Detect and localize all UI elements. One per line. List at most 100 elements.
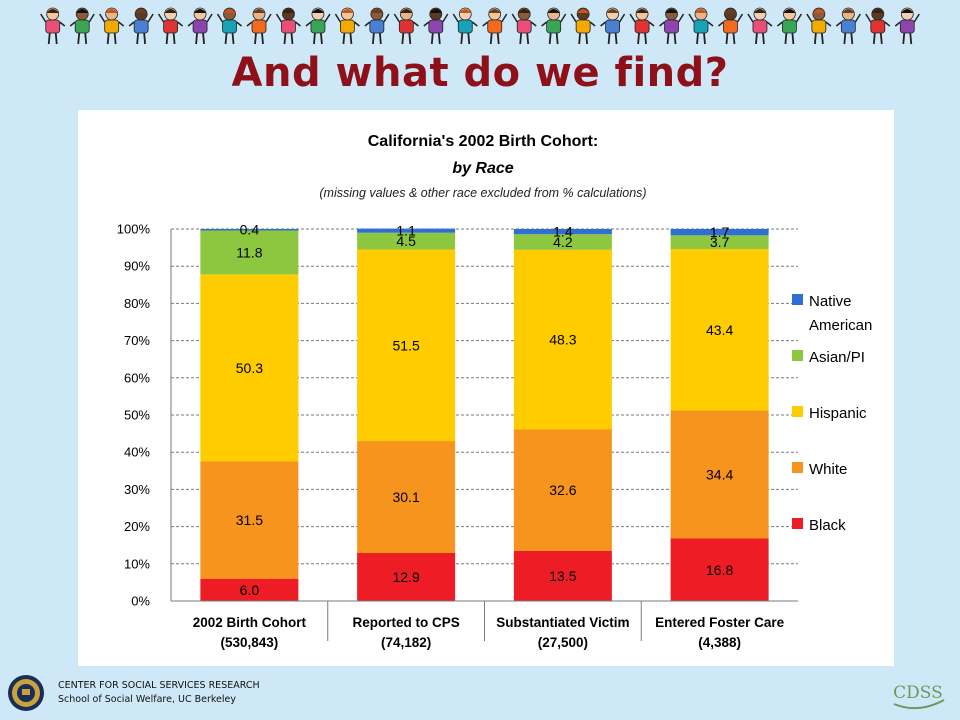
child-figure-icon xyxy=(894,7,920,45)
legend-label: Native xyxy=(809,293,852,310)
child-figure-icon xyxy=(482,7,508,45)
x-category-count: (74,182) xyxy=(381,635,431,650)
child-figure-icon xyxy=(865,7,891,45)
child-figure-icon xyxy=(776,7,803,45)
bar-segment-native-american xyxy=(357,228,456,233)
data-label: 3.7 xyxy=(710,234,730,250)
bar-segment-asian-pi xyxy=(200,230,299,275)
slide-title: And what do we find? xyxy=(231,50,729,96)
y-tick-label: 60% xyxy=(124,370,150,385)
data-label: 1.7 xyxy=(710,224,730,240)
child-figure-icon xyxy=(835,7,861,45)
child-figure-icon xyxy=(659,7,685,45)
bar-segment-asian-pi xyxy=(357,232,456,250)
y-tick-label: 0% xyxy=(131,594,150,609)
y-tick-label: 10% xyxy=(124,556,150,571)
cdss-logo-text: CDSS xyxy=(893,683,943,703)
data-label: 48.3 xyxy=(549,332,576,348)
legend-label: Hispanic xyxy=(809,405,867,422)
child-figure-icon xyxy=(629,7,655,45)
bar-segment-asian-pi xyxy=(670,235,769,250)
data-label: 4.2 xyxy=(553,234,573,250)
data-label: 34.4 xyxy=(706,467,733,483)
bar-segment-white xyxy=(670,410,769,539)
child-figure-icon xyxy=(806,7,832,45)
data-label: 16.8 xyxy=(706,562,733,578)
y-tick-label: 50% xyxy=(124,408,150,423)
data-label: 31.5 xyxy=(236,512,263,528)
university-seal-icon xyxy=(8,675,44,711)
data-label: 1.4 xyxy=(553,224,573,240)
child-figure-icon xyxy=(128,7,154,45)
data-label: 12.9 xyxy=(393,569,420,585)
legend-swatch xyxy=(792,350,803,361)
child-figure-icon xyxy=(99,7,125,45)
data-label: 51.5 xyxy=(393,337,420,353)
legend-label: Black xyxy=(809,517,846,534)
data-label: 0.4 xyxy=(240,222,260,238)
x-category-label: Reported to CPS xyxy=(352,615,459,630)
legend-swatch xyxy=(792,518,803,529)
legend-swatch xyxy=(792,294,803,305)
bar-segment-hispanic xyxy=(513,249,612,430)
bar-segment-black xyxy=(670,538,769,601)
y-tick-label: 20% xyxy=(124,519,150,534)
y-tick-label: 90% xyxy=(124,259,150,274)
x-category-label: Substantiated Victim xyxy=(496,615,629,630)
bar-segment-hispanic xyxy=(200,274,299,462)
child-figure-icon xyxy=(541,7,567,45)
child-figure-icon xyxy=(393,7,419,45)
y-tick-label: 100% xyxy=(117,222,151,237)
x-category-label: Entered Foster Care xyxy=(655,615,785,630)
data-label: 32.6 xyxy=(549,482,576,498)
cdss-logo: CDSS xyxy=(893,683,945,710)
child-figure-icon xyxy=(423,7,449,45)
x-category-label: 2002 Birth Cohort xyxy=(193,615,307,630)
bar-segment-white xyxy=(357,441,456,554)
child-figure-icon xyxy=(688,7,714,45)
data-label: 13.5 xyxy=(549,568,576,584)
chart-title: California's 2002 Birth Cohort: xyxy=(368,133,599,150)
child-figure-icon xyxy=(69,7,95,45)
child-figure-icon xyxy=(334,7,360,45)
child-figure-icon xyxy=(40,7,66,45)
bar-segment-asian-pi xyxy=(513,234,612,250)
data-label: 50.3 xyxy=(236,360,263,376)
child-figure-icon xyxy=(570,7,596,45)
x-category-count: (27,500) xyxy=(538,635,588,650)
footer-credits: CENTER FOR SOCIAL SERVICES RESEARCH Scho… xyxy=(58,679,260,707)
child-figure-icon xyxy=(717,7,744,45)
bar-segment-black xyxy=(200,578,299,601)
bar-segment-native-american xyxy=(513,229,612,235)
y-tick-label: 40% xyxy=(124,445,150,460)
bar-segment-white xyxy=(200,461,299,579)
child-figure-icon xyxy=(511,7,537,45)
chart-note: (missing values & other race excluded fr… xyxy=(319,186,646,200)
data-label: 6.0 xyxy=(240,582,260,598)
y-tick-label: 70% xyxy=(124,333,150,348)
bar-segment-hispanic xyxy=(670,249,769,411)
stacked-bar-chart: California's 2002 Birth Cohort: by Race … xyxy=(117,133,873,650)
legend-label: White xyxy=(809,461,847,478)
child-figure-icon xyxy=(305,7,331,45)
data-label: 11.8 xyxy=(236,244,262,260)
bar-segment-white xyxy=(513,429,612,551)
legend-swatch xyxy=(792,406,803,417)
legend-label-line2: American xyxy=(809,317,872,334)
child-figure-icon xyxy=(187,7,213,45)
data-label: 43.4 xyxy=(706,322,733,338)
bar-segment-black xyxy=(357,553,456,601)
legend-swatch xyxy=(792,462,803,473)
children-border-illustration xyxy=(38,4,922,46)
data-label: 30.1 xyxy=(393,489,420,505)
child-figure-icon xyxy=(216,7,243,45)
data-label: 4.5 xyxy=(396,233,416,249)
child-figure-icon xyxy=(600,7,626,45)
bar-segment-hispanic xyxy=(357,249,456,442)
x-category-count: (4,388) xyxy=(698,635,741,650)
child-figure-icon xyxy=(246,7,272,45)
legend-label: Asian/PI xyxy=(809,349,865,366)
bar-segment-black xyxy=(513,550,612,601)
child-figure-icon xyxy=(747,7,773,45)
footer-organization: CENTER FOR SOCIAL SERVICES RESEARCH xyxy=(58,680,260,691)
